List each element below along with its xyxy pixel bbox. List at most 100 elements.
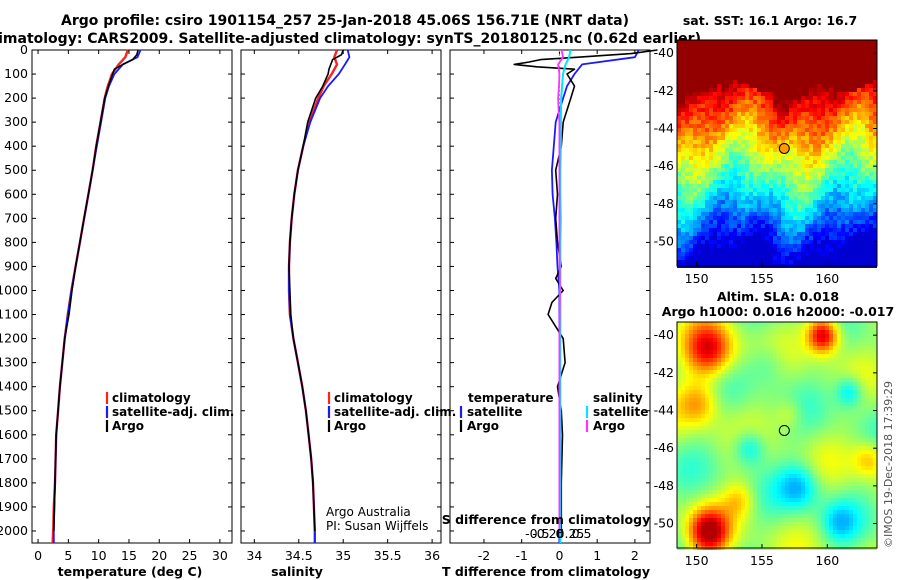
- sla-cell: [797, 426, 801, 430]
- sla-cell: [841, 390, 845, 394]
- sla-cell: [705, 378, 709, 382]
- sla-cell: [825, 382, 829, 386]
- sla-cell: [705, 358, 709, 362]
- depth-tick-label: 700: [4, 210, 28, 225]
- sla-cell: [725, 362, 729, 366]
- sst-cell: [873, 116, 877, 120]
- sla-cell: [769, 354, 773, 358]
- sla-cell: [853, 398, 857, 402]
- sst-cell: [709, 48, 713, 52]
- sla-cell: [737, 434, 741, 438]
- sst-cell: [709, 44, 713, 48]
- sst-cell: [733, 228, 737, 232]
- sla-cell: [689, 326, 693, 330]
- sst-cell: [689, 92, 693, 96]
- sla-cell: [677, 422, 681, 426]
- sst-cell: [705, 160, 709, 164]
- sst-cell: [713, 96, 717, 100]
- sst-cell: [753, 64, 757, 68]
- sla-cell: [741, 414, 745, 418]
- sst-cell: [677, 232, 681, 236]
- sst-cell: [749, 240, 753, 244]
- sst-cell: [821, 128, 825, 132]
- sst-cell: [853, 116, 857, 120]
- sst-cell: [873, 64, 877, 68]
- sst-cell: [685, 180, 689, 184]
- sst-cell: [765, 260, 769, 264]
- sst-cell: [809, 40, 813, 44]
- sla-cell: [677, 362, 681, 366]
- sst-cell: [765, 208, 769, 212]
- sst-cell: [749, 164, 753, 168]
- sst-cell: [793, 100, 797, 104]
- sst-cell: [817, 52, 821, 56]
- sla-cell: [705, 366, 709, 370]
- sla-cell: [829, 374, 833, 378]
- sla-cell: [737, 362, 741, 366]
- sla-cell: [833, 378, 837, 382]
- sla-cell: [777, 418, 781, 422]
- sst-cell: [837, 184, 841, 188]
- sst-cell: [733, 44, 737, 48]
- sst-cell: [709, 252, 713, 256]
- sst-cell: [857, 52, 861, 56]
- sst-cell: [749, 52, 753, 56]
- sla-cell: [713, 450, 717, 454]
- sla-cell: [773, 382, 777, 386]
- sst-cell: [853, 52, 857, 56]
- sla-cell: [717, 438, 721, 442]
- sst-cell: [865, 72, 869, 76]
- sst-cell: [777, 192, 781, 196]
- sla-cell: [737, 394, 741, 398]
- sst-cell: [733, 144, 737, 148]
- sst-cell: [853, 128, 857, 132]
- sst-cell: [813, 196, 817, 200]
- sst-cell: [841, 124, 845, 128]
- sst-cell: [849, 84, 853, 88]
- sst-cell: [689, 56, 693, 60]
- sla-cell: [749, 366, 753, 370]
- sst-cell: [705, 164, 709, 168]
- sst-cell: [745, 76, 749, 80]
- sst-cell: [817, 220, 821, 224]
- sla-cell: [793, 434, 797, 438]
- sst-cell: [829, 128, 833, 132]
- sst-cell: [817, 208, 821, 212]
- sla-cell: [733, 338, 737, 342]
- sst-cell: [721, 204, 725, 208]
- sla-cell: [841, 410, 845, 414]
- sst-cell: [789, 212, 793, 216]
- sst-cell: [745, 152, 749, 156]
- sla-cell: [813, 470, 817, 474]
- sla-cell: [689, 410, 693, 414]
- sst-cell: [805, 56, 809, 60]
- sst-cell: [853, 172, 857, 176]
- sst-cell: [753, 96, 757, 100]
- sst-cell: [865, 220, 869, 224]
- sst-cell: [681, 248, 685, 252]
- sst-cell: [865, 40, 869, 44]
- sla-cell: [741, 410, 745, 414]
- sst-cell: [845, 52, 849, 56]
- sst-cell: [833, 56, 837, 60]
- sst-cell: [845, 208, 849, 212]
- sst-cell: [841, 40, 845, 44]
- sla-cell: [749, 402, 753, 406]
- sla-cell: [837, 406, 841, 410]
- sla-cell: [701, 462, 705, 466]
- sst-cell: [817, 64, 821, 68]
- sla-cell: [709, 450, 713, 454]
- sla-cell: [861, 466, 865, 470]
- sst-cell: [841, 92, 845, 96]
- sst-cell: [829, 244, 833, 248]
- sst-cell: [693, 236, 697, 240]
- sst-cell: [689, 260, 693, 264]
- sst-cell: [773, 40, 777, 44]
- sla-cell: [841, 438, 845, 442]
- sla-cell: [693, 466, 697, 470]
- sst-cell: [741, 160, 745, 164]
- sst-cell: [829, 152, 833, 156]
- sla-cell: [845, 442, 849, 446]
- sst-cell: [861, 100, 865, 104]
- sla-cell: [745, 410, 749, 414]
